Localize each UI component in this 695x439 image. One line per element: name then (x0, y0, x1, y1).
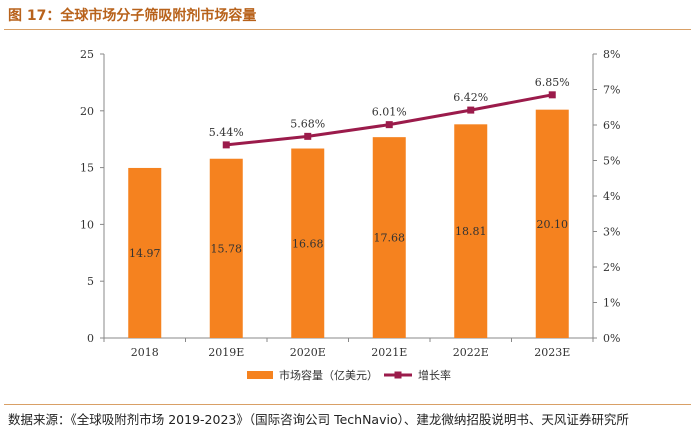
line-point (548, 91, 556, 99)
right-tick-label: 8% (603, 48, 620, 61)
left-tick-label: 5 (87, 275, 94, 288)
line-point (385, 121, 393, 129)
x-tick-label: 2022E (453, 346, 489, 359)
axes: 0 5 10 15 20 25 0% 1% 2% 3% 4% 5% 6% 7% 8% (80, 48, 620, 345)
bar-value-label: 17.68 (374, 232, 406, 245)
x-tick-label: 2021E (371, 346, 407, 359)
bar-value-label: 20.10 (537, 218, 569, 231)
line-value-label: 5.68% (290, 117, 325, 130)
x-tick-label: 2023E (534, 346, 570, 359)
left-tick-label: 10 (80, 218, 94, 231)
right-tick-label: 2% (603, 261, 620, 274)
bar (454, 124, 488, 339)
legend-line-marker (394, 371, 402, 379)
bar (535, 109, 569, 338)
legend-bar-swatch (247, 371, 273, 379)
right-tick-label: 1% (603, 297, 620, 310)
line-value-label: 6.01% (372, 106, 407, 119)
legend-bar-label: 市场容量（亿美元） (279, 368, 378, 382)
line-point (467, 106, 475, 114)
left-tick-label: 20 (80, 105, 94, 118)
legend: 市场容量（亿美元） 增长率 (247, 368, 451, 382)
title-divider (4, 29, 691, 30)
right-tick-label: 6% (603, 119, 620, 132)
right-tick-label: 0% (603, 332, 620, 345)
bar (209, 158, 243, 338)
left-tick-label: 15 (80, 162, 94, 175)
bar (372, 137, 406, 338)
source-note: 数据来源：《全球吸附剂市场 2019-2023》（国际咨询公司 TechNavi… (8, 412, 629, 427)
bar-series (128, 109, 569, 339)
bar (128, 167, 162, 338)
line-point (222, 141, 230, 149)
left-tick-label: 25 (80, 48, 94, 61)
bar-value-label: 16.68 (292, 237, 324, 250)
x-tick-label: 2018 (131, 346, 159, 359)
right-tick-label: 4% (603, 190, 620, 203)
line-series (222, 91, 556, 149)
bar-value-label: 18.81 (455, 225, 487, 238)
figure-title: 图 17：全球市场分子筛吸附剂市场容量 (8, 8, 257, 24)
line-point (304, 132, 312, 140)
legend-line-label: 增长率 (418, 368, 451, 382)
bar (291, 148, 325, 338)
bar-value-labels: 14.97 15.78 16.68 17.68 18.81 20.10 (129, 218, 568, 260)
line-value-label: 6.85% (535, 76, 570, 89)
bar-value-label: 15.78 (211, 242, 243, 255)
left-tick-label: 0 (87, 332, 94, 345)
source-divider (4, 404, 691, 405)
right-tick-label: 7% (603, 84, 620, 97)
x-tick-labels: 2018 2019E 2020E 2021E 2022E 2023E (131, 346, 571, 359)
line-value-label: 6.42% (453, 91, 488, 104)
bar-value-label: 14.97 (129, 247, 161, 260)
x-tick-label: 2019E (208, 346, 244, 359)
line-value-labels: 5.44% 5.68% 6.01% 6.42% 6.85% (209, 76, 570, 139)
right-tick-label: 5% (603, 155, 620, 168)
right-tick-label: 3% (603, 226, 620, 239)
line-value-label: 5.44% (209, 126, 244, 139)
x-tick-label: 2020E (290, 346, 326, 359)
